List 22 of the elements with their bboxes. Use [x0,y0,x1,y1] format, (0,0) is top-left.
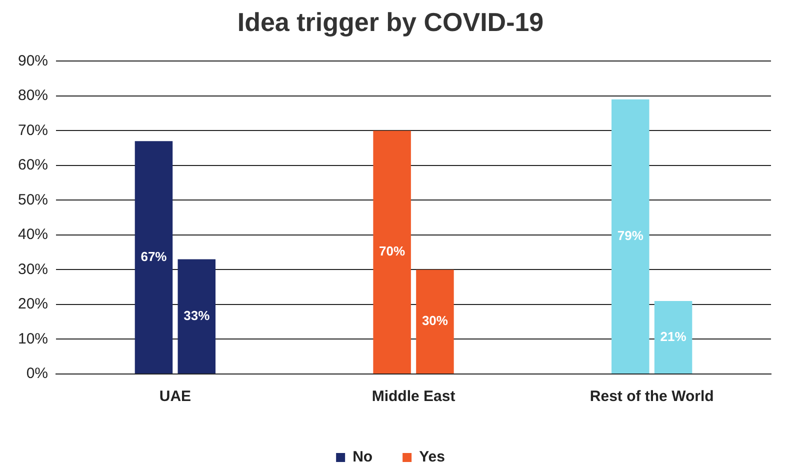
x-tick-label: UAE [159,388,192,406]
data-label: 79% [617,228,644,244]
y-tick-label: 80% [18,87,48,104]
data-label: 21% [660,328,687,344]
legend-label: No [352,448,373,466]
y-tick-label: 60% [18,156,48,174]
data-label: 30% [422,313,448,328]
chart-title: Idea trigger by COVID-19 [237,6,544,37]
x-tick-label: Middle East [372,388,456,406]
data-label: 67% [140,248,168,264]
y-tick-label: 10% [18,330,48,348]
y-tick-label: 0% [26,365,48,382]
legend-label: Yes [419,448,445,466]
data-label: 70% [379,244,406,259]
y-tick-label: 50% [18,191,48,208]
x-tick-label: Rest of the World [590,388,714,406]
y-tick-label: 40% [18,226,48,244]
y-tick-label: 30% [18,260,48,278]
y-tick-label: 90% [18,52,48,70]
data-label: 33% [184,308,210,323]
y-tick-label: 70% [18,122,48,139]
y-tick-label: 20% [18,296,48,313]
